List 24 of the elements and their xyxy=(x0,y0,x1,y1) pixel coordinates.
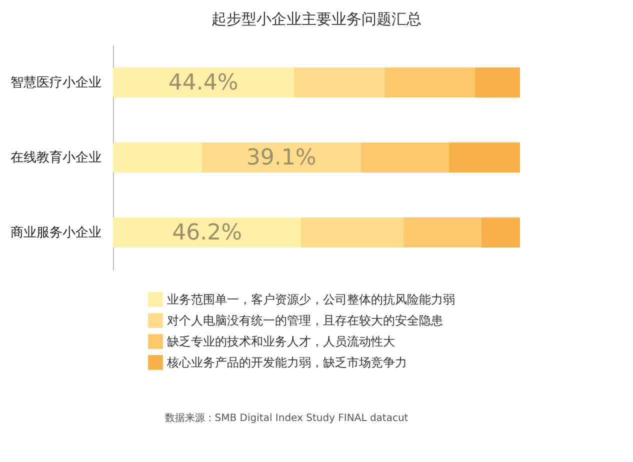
chart-title: 起步型小企业主要业务问题汇总 xyxy=(212,10,422,28)
bar xyxy=(294,68,384,98)
bar xyxy=(384,68,475,98)
bar xyxy=(360,142,449,172)
data-label: 39.1% xyxy=(246,146,316,170)
bar xyxy=(113,142,202,172)
bar xyxy=(481,218,520,248)
y-tick-label: 智慧医疗小企业 xyxy=(10,76,102,90)
bar xyxy=(113,218,302,248)
bar xyxy=(113,68,294,98)
legend-label: 缺乏专业的技术和业务人才，人员流动性大 xyxy=(167,334,395,348)
y-tick-label: 在线教育小企业 xyxy=(10,150,102,166)
bar xyxy=(301,218,404,248)
bar xyxy=(448,142,520,172)
y-tick-label: 商业服务小企业 xyxy=(10,226,102,240)
legend-label: 核心业务产品的开发能力弱，缺乏市场竞争力 xyxy=(166,356,407,370)
legend-label: 对个人电脑没有统一的管理，且存在较大的安全隐患 xyxy=(167,314,443,328)
bar xyxy=(404,218,482,248)
bar xyxy=(474,68,520,98)
source-note: 数据来源：SMB Digital Index Study FINAL datacut xyxy=(164,412,408,424)
bar xyxy=(202,142,361,172)
data-label: 44.4% xyxy=(168,70,238,96)
data-label: 46.2% xyxy=(172,220,242,246)
legend-label: 业务范围单一，客户资源少，公司整体的抗风险能力弱 xyxy=(167,292,455,306)
